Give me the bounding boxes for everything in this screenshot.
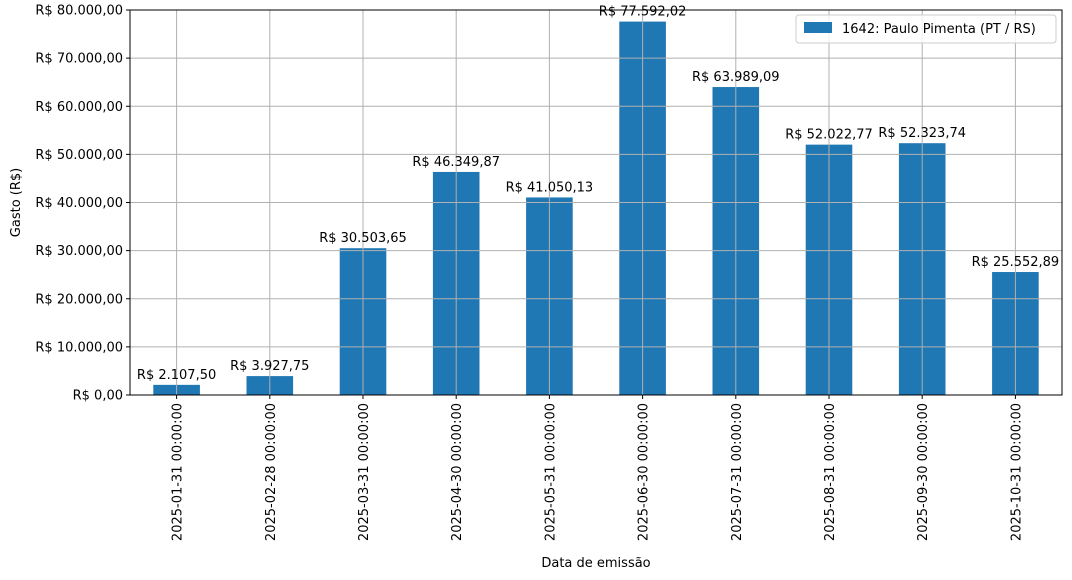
y-tick-label: R$ 30.000,00 (35, 244, 123, 259)
y-tick-label: R$ 20.000,00 (35, 292, 123, 307)
bar-data-label: R$ 41.050,13 (506, 180, 594, 195)
x-tick-label: 2025-02-28 00:00:00 (264, 403, 279, 541)
bar-data-label: R$ 3.927,75 (230, 359, 309, 374)
legend-box (795, 14, 1057, 44)
bar-data-label: R$ 77.592,02 (599, 5, 687, 20)
x-tick-label: 2025-05-31 00:00:00 (543, 403, 558, 541)
x-tick-label: 2025-06-30 00:00:00 (637, 403, 652, 541)
y-axis-label: Gasto (R$) (9, 168, 24, 237)
bar-data-label: R$ 30.503,65 (319, 231, 407, 246)
x-tick-label: 2025-07-31 00:00:00 (730, 403, 745, 541)
legend: 1642: Paulo Pimenta (PT / RS) (795, 14, 1057, 44)
x-tick-label: 2025-04-30 00:00:00 (450, 403, 465, 541)
grid (130, 9, 1062, 396)
x-tick-label: 2025-10-31 00:00:00 (1009, 403, 1024, 541)
bars (153, 21, 1039, 396)
x-tick-label: 2025-03-31 00:00:00 (357, 403, 372, 541)
x-tick-label: 2025-08-31 00:00:00 (823, 403, 838, 541)
bar-data-label: R$ 52.323,74 (878, 126, 966, 141)
x-axis-label: Data de emissão (541, 556, 650, 571)
bar-data-label: R$ 46.349,87 (412, 155, 500, 170)
legend-swatch (804, 22, 832, 33)
x-tick-label: 2025-09-30 00:00:00 (916, 403, 931, 541)
x-axis-ticks: 2025-01-31 00:00:00 2025-02-28 00:00:00 20… (171, 395, 1024, 541)
bar-data-labels: R$ 2.107,50 R$ 3.927,75 R$ 30.503,65 R$ 46.… (137, 5, 1059, 383)
y-tick-label: R$ 0,00 (73, 389, 123, 404)
y-tick-label: R$ 70.000,00 (35, 52, 123, 67)
legend-entry: 1642: Paulo Pimenta (PT / RS) (842, 22, 1036, 37)
bar-data-label: R$ 63.989,09 (692, 70, 780, 85)
bar-data-label: R$ 2.107,50 (137, 368, 216, 383)
y-tick-label: R$ 40.000,00 (35, 196, 123, 211)
y-tick-label: R$ 80.000,00 (35, 4, 123, 19)
y-tick-label: R$ 50.000,00 (35, 148, 123, 163)
bar-data-label: R$ 52.022,77 (785, 128, 873, 143)
x-tick-label: 2025-01-31 00:00:00 (171, 403, 186, 541)
bar-data-label: R$ 25.552,89 (972, 255, 1060, 270)
y-tick-label: R$ 10.000,00 (35, 340, 123, 355)
y-tick-label: R$ 60.000,00 (35, 100, 123, 115)
y-axis-ticks: R$ 0,00 R$ 10.000,00 R$ 20.000,00 R$ 30.000… (35, 4, 130, 404)
